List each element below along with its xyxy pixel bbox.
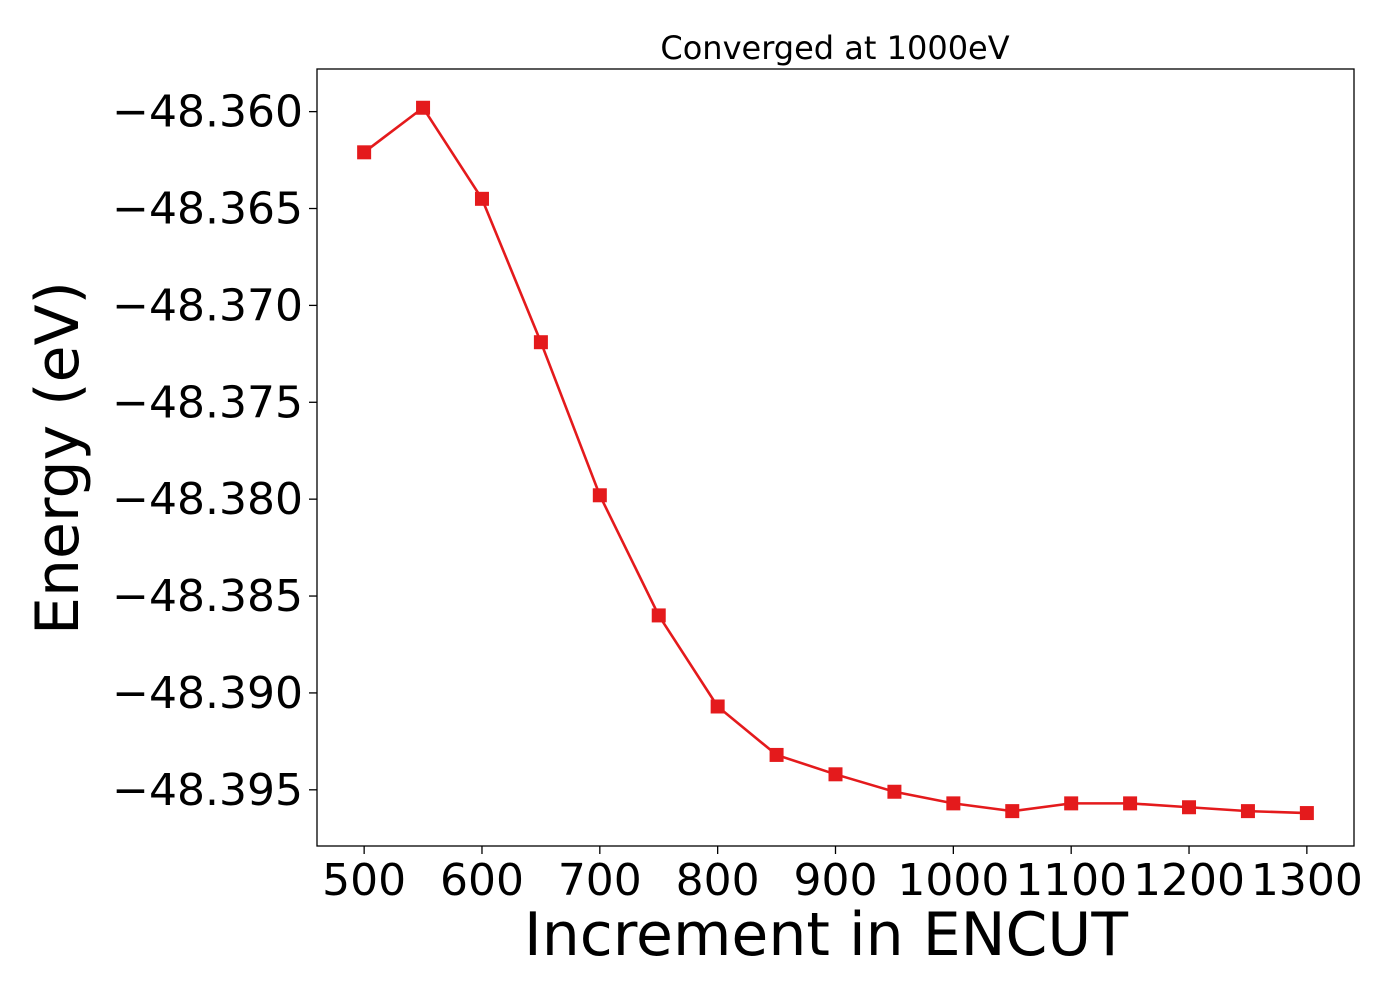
y-tick-label: −48.380 xyxy=(112,474,303,525)
x-axis: 500 600 700 800 900 1000 1100 1200 1300 xyxy=(322,846,1363,906)
y-axis-label: Energy (eV) xyxy=(23,281,93,635)
x-tick-label: 1100 xyxy=(1015,855,1127,906)
data-point xyxy=(1123,796,1138,811)
data-point xyxy=(357,145,372,160)
data-point xyxy=(828,767,843,782)
data-point xyxy=(1182,800,1197,815)
chart-title: Converged at 1000eV xyxy=(660,29,1009,67)
x-tick-label: 1000 xyxy=(897,855,1009,906)
data-point xyxy=(1240,804,1255,819)
data-point xyxy=(474,191,489,206)
y-tick-label: −48.370 xyxy=(112,280,303,331)
data-point xyxy=(651,608,666,623)
data-point xyxy=(1064,796,1079,811)
x-tick-label: 1200 xyxy=(1133,855,1245,906)
y-tick-label: −48.360 xyxy=(112,87,303,138)
y-tick-label: −48.390 xyxy=(112,668,303,719)
data-point xyxy=(887,784,902,799)
x-tick-label: 1300 xyxy=(1251,855,1363,906)
x-tick-label: 900 xyxy=(794,855,878,906)
x-tick-label: 800 xyxy=(676,855,760,906)
x-tick-label: 700 xyxy=(558,855,642,906)
data-point xyxy=(1005,804,1020,819)
x-axis-label: Increment in ENCUT xyxy=(524,900,1128,970)
data-point xyxy=(769,747,784,762)
y-tick-label: −48.385 xyxy=(112,571,303,622)
data-point xyxy=(592,488,607,503)
data-point xyxy=(533,335,548,350)
series-line xyxy=(363,106,1307,815)
data-point xyxy=(1299,806,1314,821)
y-tick-label: −48.365 xyxy=(112,184,303,235)
data-point xyxy=(710,699,725,714)
data-point xyxy=(946,796,961,811)
x-tick-label: 500 xyxy=(322,855,406,906)
y-axis: −48.360 −48.365 −48.370 −48.375 −48.380 −48.3… xyxy=(112,87,317,816)
x-tick-label: 600 xyxy=(440,855,524,906)
y-tick-label: −48.395 xyxy=(112,765,303,816)
data-point xyxy=(416,100,431,115)
y-tick-label: −48.375 xyxy=(112,377,303,428)
